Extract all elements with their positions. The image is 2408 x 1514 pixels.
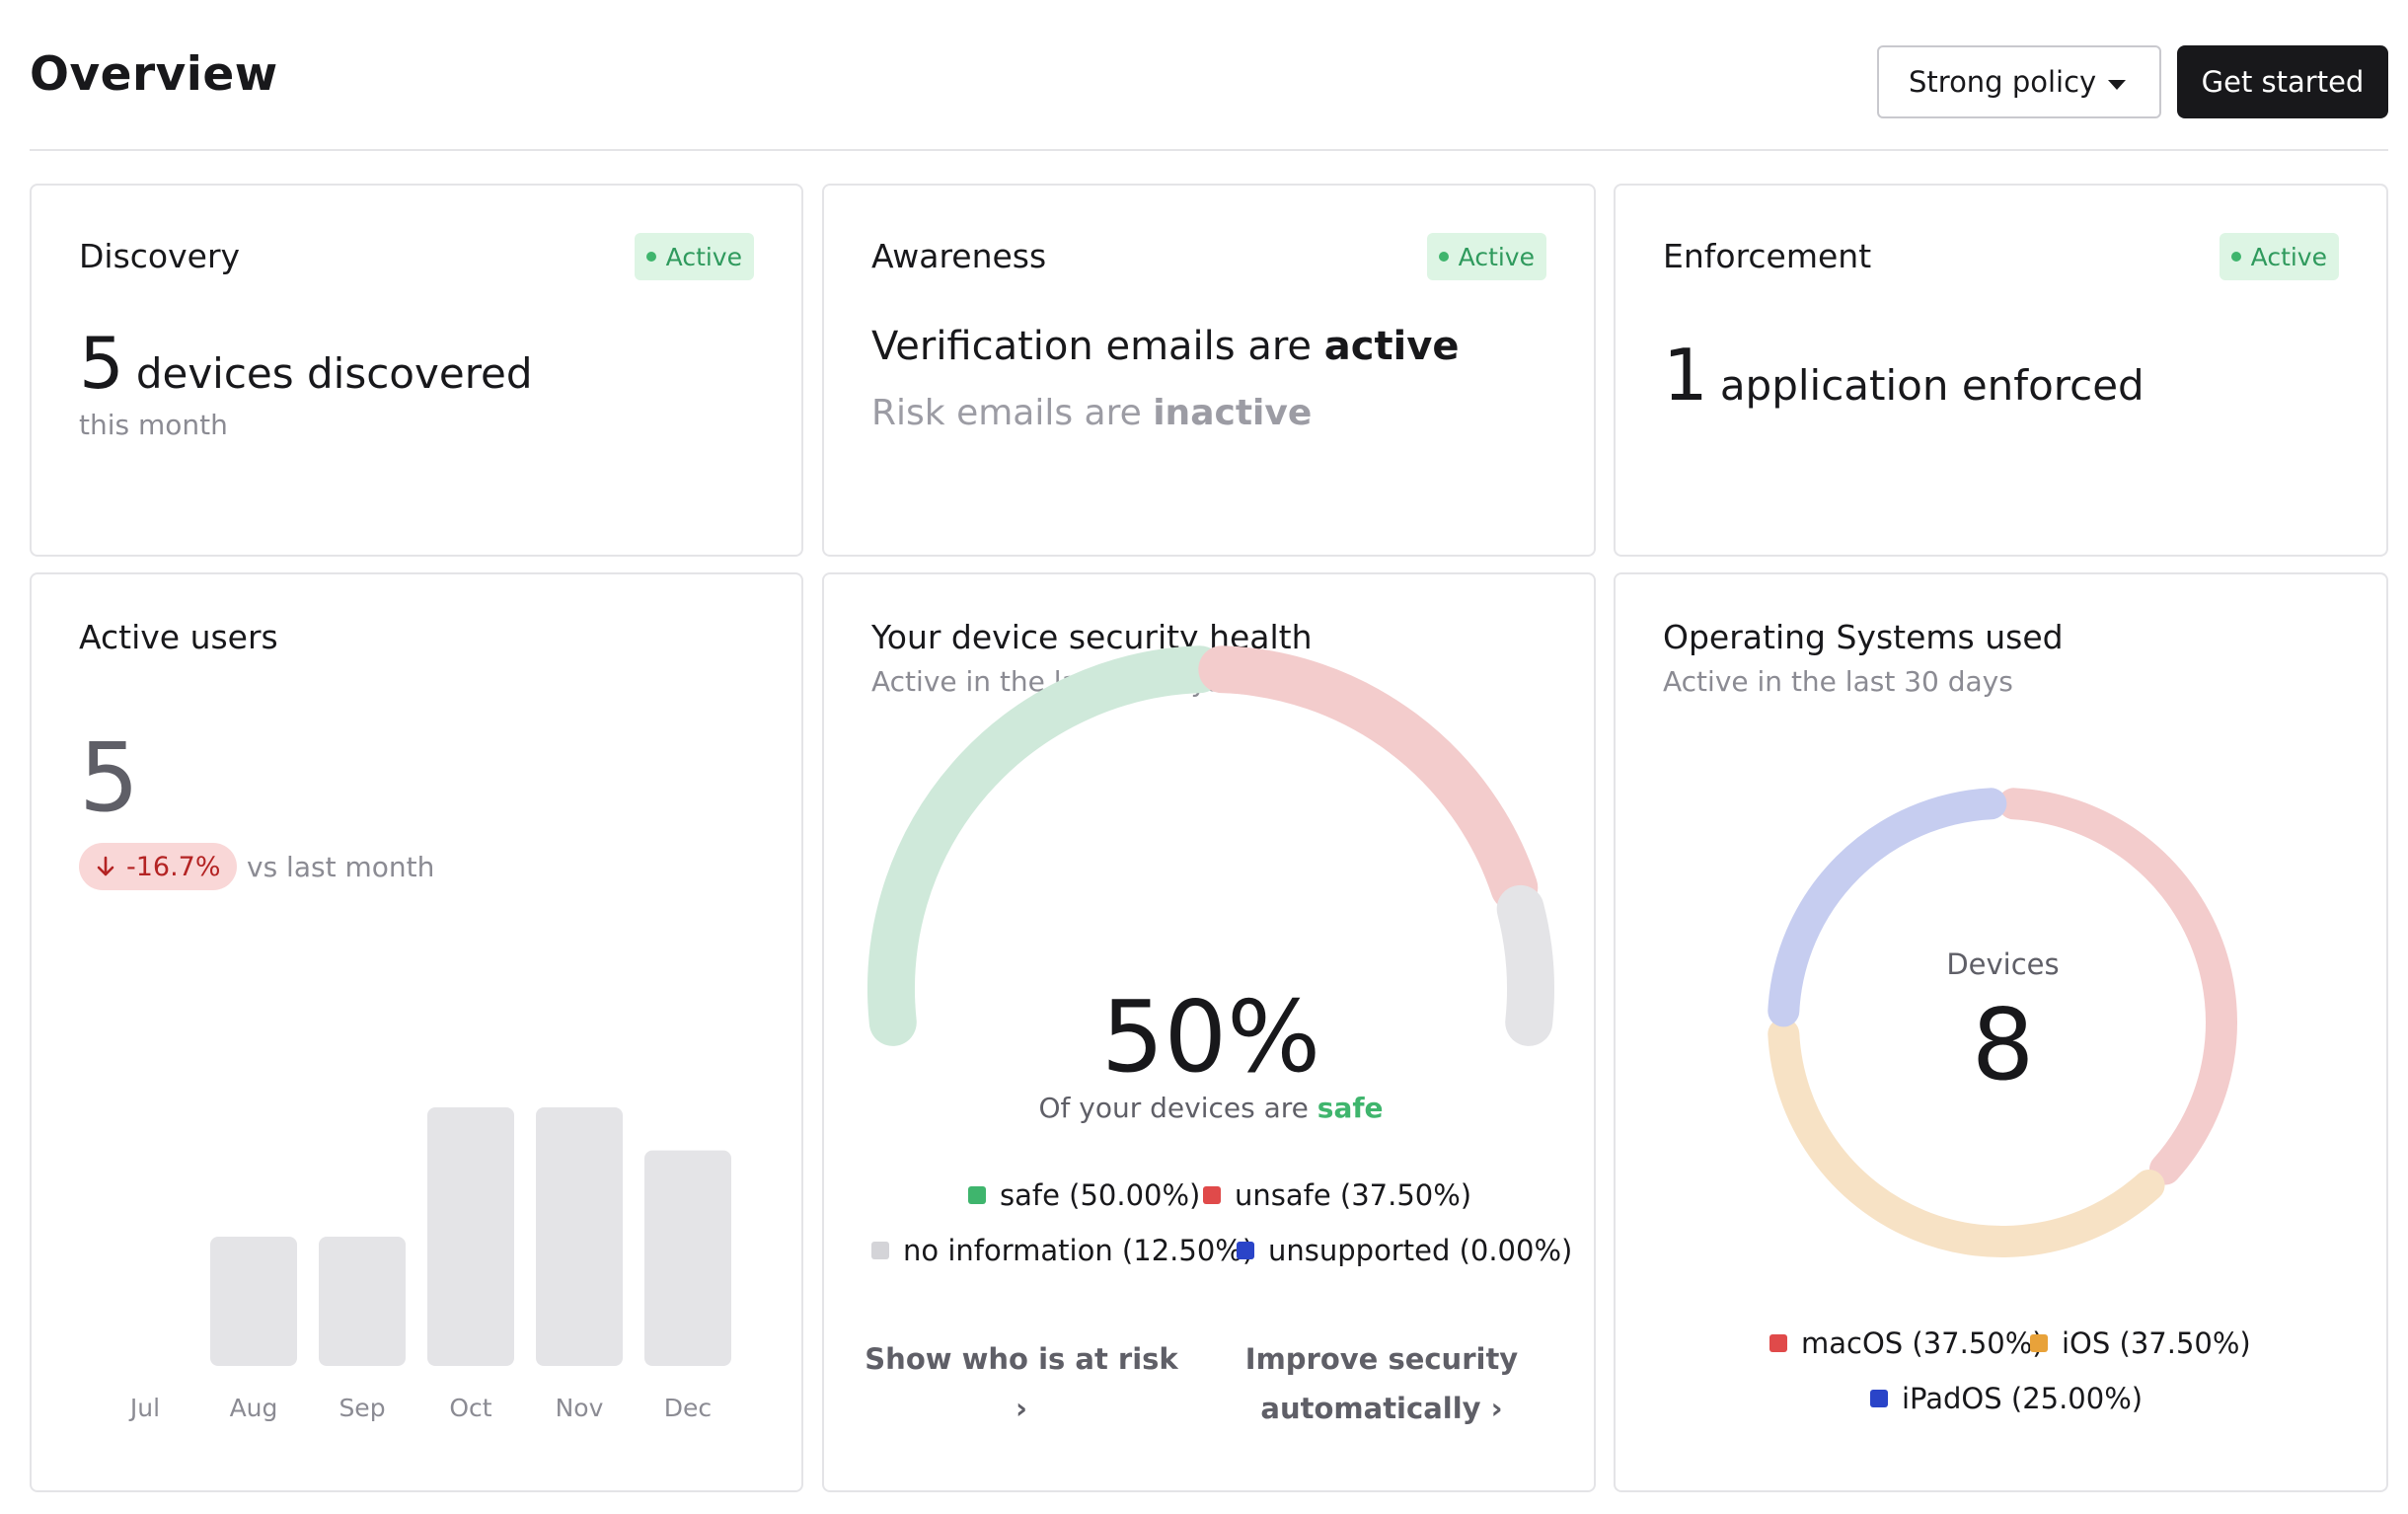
arrow-down-icon (97, 856, 114, 876)
legend-label: iPadOS (25.00%) (1902, 1382, 2144, 1415)
gauge-segment-unsafe (1198, 645, 1539, 912)
status-badge: Active (1426, 233, 1546, 280)
donut-segment-ios (1768, 1018, 2165, 1257)
gauge-segment-safe (867, 645, 1224, 1046)
get-started-button[interactable]: Get started (2177, 45, 2388, 118)
page-title: Overview (30, 47, 278, 102)
enforcement-card: Enforcement Active 1 application enforce… (1614, 184, 2388, 557)
discovery-title: Discovery (79, 237, 241, 275)
risk-emails-label: Risk emails are (871, 393, 1142, 433)
x-tick-label: Jul (128, 1394, 160, 1422)
status-badge-label: Active (2250, 242, 2327, 271)
security-health-gauge (867, 645, 1554, 1046)
policy-dropdown-value: Strong policy (1909, 65, 2097, 99)
x-tick-label: Oct (449, 1394, 491, 1422)
awareness-card: Awareness Active Verification emails are… (822, 184, 1596, 557)
bar-nov (536, 1107, 623, 1366)
gauge-caption-status: safe (1317, 1092, 1384, 1124)
discovery-card: Discovery Active 5 devices discovered th… (30, 184, 803, 557)
gauge-caption-text: Of your devices are (1038, 1092, 1309, 1124)
operating-systems-donut (1768, 788, 2237, 1257)
status-dot-icon (2230, 252, 2241, 262)
gauge-center-value: 50% (1100, 979, 1321, 1095)
legend-label: macOS (37.50%) (1801, 1326, 2044, 1360)
show-at-risk-label: Show who is at risk (865, 1342, 1178, 1376)
legend-ipados: iPadOS (25.00%) (1870, 1382, 2143, 1415)
donut-segment-ipados (1768, 788, 2007, 1027)
donut-segment-macos (1997, 788, 2237, 1185)
verification-emails-state: active (1323, 324, 1460, 369)
delta-value: -16.7% (126, 851, 221, 882)
legend-unsafe: unsafe (37.50%) (1203, 1178, 1471, 1212)
legend-swatch (968, 1186, 986, 1204)
legend-label: iOS (37.50%) (2062, 1326, 2251, 1360)
x-tick-label: Dec (664, 1394, 712, 1422)
enforcement-stat: 1 application enforced (1663, 334, 2145, 416)
discovery-stat: 5 devices discovered (79, 322, 533, 405)
enforcement-stat-text: application enforced (1719, 361, 2145, 410)
risk-emails-status: Risk emails are inactive (871, 393, 1312, 433)
bar-dec (644, 1150, 731, 1366)
legend-label: safe (50.00%) (1000, 1178, 1201, 1212)
verification-emails-status: Verification emails are active (871, 324, 1459, 369)
enforcement-title: Enforcement (1663, 237, 1872, 275)
risk-emails-state: inactive (1153, 393, 1313, 433)
active-users-value: 5 (79, 722, 140, 833)
improve-security-label-2: automatically › (1260, 1392, 1503, 1425)
operating-systems-card: Operating Systems used Active in the las… (1614, 572, 2388, 1492)
security-health-card: Your device security health Active in th… (822, 572, 1596, 1492)
legend-swatch (2030, 1334, 2048, 1352)
status-badge: Active (2219, 233, 2339, 280)
enforcement-stat-number: 1 (1663, 334, 1708, 416)
chevron-right-icon: › (1016, 1392, 1027, 1425)
x-tick-label: Sep (339, 1394, 385, 1422)
active-users-bar-chart: Jul Aug Sep Oct Nov Dec (128, 1107, 731, 1422)
status-badge: Active (634, 233, 754, 280)
legend-label: no information (12.50%) (903, 1234, 1254, 1267)
bar-oct (427, 1107, 514, 1366)
gauge-segment-no-information (1496, 884, 1554, 1046)
active-users-card: Active users 5 -16.7% vs last month Jul A… (30, 572, 803, 1492)
x-tick-label: Aug (230, 1394, 278, 1422)
operating-systems-title: Operating Systems used (1663, 618, 2064, 656)
legend-ios: iOS (37.50%) (2030, 1326, 2251, 1360)
improve-security-label: Improve security (1244, 1342, 1519, 1376)
legend-safe: safe (50.00%) (968, 1178, 1200, 1212)
delta-badge: -16.7% (79, 843, 237, 890)
status-badge-label: Active (1458, 242, 1535, 271)
policy-dropdown[interactable]: Strong policy (1877, 45, 2161, 118)
legend-unsupported: unsupported (0.00%) (1237, 1234, 1572, 1267)
x-tick-label: Nov (556, 1394, 604, 1422)
legend-swatch (1237, 1242, 1254, 1259)
legend-swatch (1769, 1334, 1787, 1352)
legend-swatch (1203, 1186, 1221, 1204)
discovery-stat-text: devices discovered (135, 349, 533, 398)
legend-label: unsafe (37.50%) (1235, 1178, 1472, 1212)
active-users-title: Active users (79, 618, 278, 656)
awareness-title: Awareness (871, 237, 1047, 275)
donut-center-value: 8 (1971, 987, 2035, 1102)
improve-security-link[interactable]: Improve security automatically › (1199, 1334, 1564, 1433)
verification-emails-label: Verification emails are (871, 324, 1313, 369)
legend-swatch (871, 1242, 889, 1259)
status-dot-icon (1438, 252, 1449, 262)
legend-swatch (1870, 1390, 1888, 1407)
discovery-subtext: this month (79, 409, 228, 441)
show-at-risk-link[interactable]: Show who is at risk › (854, 1334, 1189, 1433)
bar-sep (319, 1237, 406, 1366)
gauge-center-caption: Of your devices are safe (824, 1092, 1598, 1124)
status-badge-label: Active (665, 242, 742, 271)
status-dot-icon (645, 252, 656, 262)
bar-aug (210, 1237, 297, 1366)
donut-center-label: Devices (1946, 947, 2060, 981)
discovery-stat-number: 5 (79, 322, 124, 405)
delta-note: vs last month (247, 851, 435, 883)
operating-systems-subtitle: Active in the last 30 days (1663, 665, 2013, 698)
legend-label: unsupported (0.00%) (1268, 1234, 1573, 1267)
header-divider (30, 149, 2388, 151)
caret-down-icon (2108, 80, 2126, 90)
legend-macos: macOS (37.50%) (1769, 1326, 2044, 1360)
legend-no-information: no information (12.50%) (871, 1234, 1253, 1267)
